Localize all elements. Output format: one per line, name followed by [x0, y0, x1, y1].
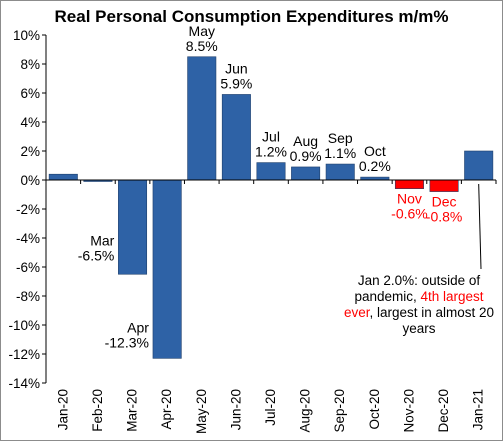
y-tick-label: 0%	[20, 173, 40, 188]
x-tick-label: Jul-20	[263, 389, 278, 426]
y-tick-label: -8%	[16, 289, 40, 304]
data-label-month: Sep	[328, 130, 353, 146]
y-tick-label: 2%	[20, 144, 40, 159]
chart-title: Real Personal Consumption Expenditures m…	[54, 7, 449, 26]
x-tick-label: Dec-20	[436, 389, 451, 433]
data-label-month: Apr	[127, 319, 149, 335]
annotation-highlight: 4th largest ever	[343, 289, 484, 320]
data-label-month: Nov	[397, 191, 422, 207]
x-tick-label: Oct-20	[367, 389, 382, 430]
data-label-value: 0.2%	[359, 158, 391, 174]
y-tick-label: -12%	[8, 347, 40, 362]
annotation-note: Jan 2.0%: outside of pandemic, 4th large…	[339, 273, 499, 337]
annotation-leader-line	[478, 183, 482, 270]
x-tick-label: Sep-20	[332, 389, 347, 433]
data-label-value: 1.2%	[255, 144, 287, 160]
x-tick-label: Aug-20	[298, 389, 313, 433]
y-tick-label: -14%	[8, 376, 40, 391]
data-label-month: Dec	[432, 194, 457, 210]
x-tick-label: Jun-20	[228, 389, 243, 430]
bar	[48, 173, 78, 181]
y-tick-label: 6%	[20, 86, 40, 101]
data-label-value: 8.5%	[186, 38, 218, 54]
annotation-text-after: , largest in almost 20 years	[369, 305, 495, 336]
x-tick-label: Mar-20	[125, 389, 140, 432]
y-tick-label: 10%	[13, 28, 40, 43]
data-label-month: Aug	[293, 133, 318, 149]
x-tick-label: May-20	[194, 389, 209, 434]
data-label-value: -6.5%	[78, 247, 115, 263]
x-tick-label: Apr-20	[159, 389, 174, 430]
bar	[464, 150, 494, 181]
y-tick-label: -6%	[16, 260, 40, 275]
bar	[221, 94, 251, 181]
bar	[325, 163, 355, 181]
data-label-month: May	[189, 23, 215, 39]
data-label-value: 0.9%	[290, 148, 322, 164]
bar	[152, 179, 182, 359]
x-tick-label: Jan-21	[471, 389, 486, 430]
data-label-month: Jun	[225, 60, 248, 76]
y-tick-label: -10%	[8, 318, 40, 333]
y-tick-label: -2%	[16, 202, 40, 217]
data-label-month: Jul	[262, 129, 280, 145]
data-label-value: 1.1%	[324, 145, 356, 161]
annotation-text-before: Jan 2.0%: outside of pandemic,	[354, 273, 481, 304]
data-label-month: Mar	[90, 232, 114, 248]
bar	[291, 166, 321, 181]
bar	[256, 162, 286, 181]
y-tick-label: -4%	[16, 231, 40, 246]
bar	[394, 179, 424, 189]
data-label-month: Oct	[364, 143, 386, 159]
x-tick-label: Nov-20	[401, 389, 416, 433]
y-tick-label: 4%	[20, 115, 40, 130]
y-tick-label: 8%	[20, 57, 40, 72]
bar	[187, 56, 217, 181]
data-label-value: -12.3%	[105, 334, 149, 350]
x-tick-label: Jan-20	[55, 389, 70, 430]
bar	[429, 179, 459, 192]
x-tick-label: Feb-20	[90, 389, 105, 432]
data-label-value: -0.8%	[426, 209, 463, 225]
bar	[118, 179, 148, 275]
data-label-value: 5.9%	[220, 75, 252, 91]
data-label-value: -0.6%	[391, 206, 428, 222]
